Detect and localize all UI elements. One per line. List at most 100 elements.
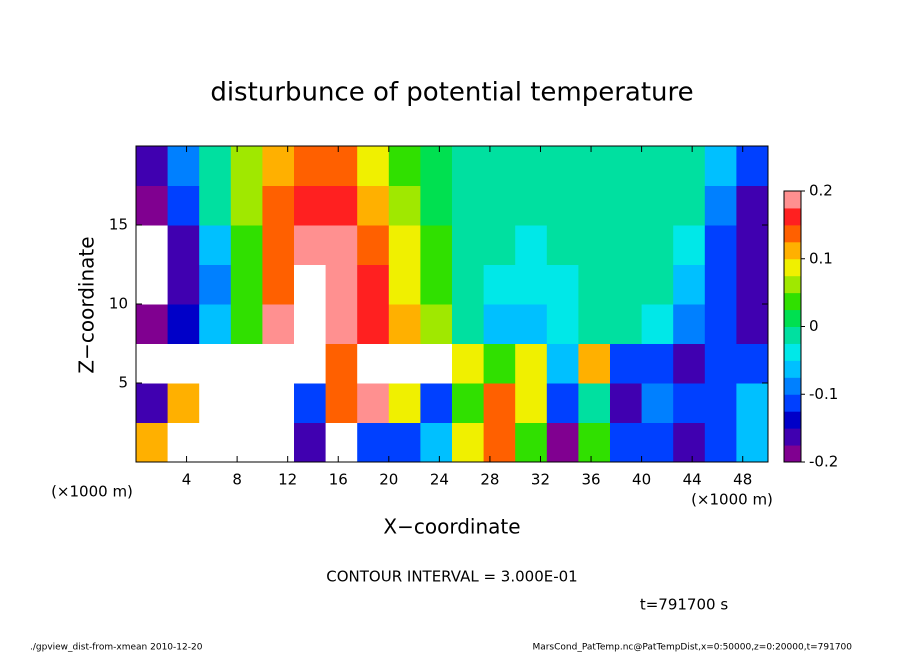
heat-cell xyxy=(388,422,421,463)
heat-cell xyxy=(610,343,643,384)
heat-cell xyxy=(483,304,516,344)
heat-cell xyxy=(262,304,295,344)
heat-cell xyxy=(167,264,200,305)
heat-cell xyxy=(136,225,169,265)
x-tick-label: 32 xyxy=(531,471,550,489)
heat-cell xyxy=(325,383,358,423)
y-unit: (×1000 m) xyxy=(51,483,133,501)
heat-cell xyxy=(546,343,579,384)
colorbar-band xyxy=(784,309,801,327)
x-tick-label: 12 xyxy=(278,471,297,489)
colorbar-band xyxy=(784,258,801,277)
heat-cell xyxy=(357,185,390,226)
heat-cell xyxy=(641,185,674,226)
heat-cell xyxy=(483,422,516,463)
y-tick-label: 10 xyxy=(109,295,128,313)
heat-cell xyxy=(578,383,611,423)
heat-cell xyxy=(673,383,706,423)
heat-cell xyxy=(452,304,485,344)
heat-cell xyxy=(641,304,674,344)
colorbar-band xyxy=(784,360,801,378)
heat-cell xyxy=(136,146,169,186)
heat-cell xyxy=(199,146,232,186)
heat-cell xyxy=(325,146,358,186)
colorbar-band xyxy=(784,428,801,446)
heat-cell xyxy=(546,146,579,186)
colorbar-tick-label: 0.1 xyxy=(809,249,833,267)
heat-cell xyxy=(294,304,327,344)
heat-cell xyxy=(167,146,200,186)
y-axis-label: Z−coordinate xyxy=(75,236,99,373)
heat-cell xyxy=(578,422,611,463)
x-tick-label: 4 xyxy=(182,471,192,489)
heat-cell xyxy=(641,383,674,423)
heat-cell xyxy=(420,383,453,423)
heat-cell xyxy=(641,422,674,463)
heat-cell xyxy=(452,422,485,463)
colorbar-tick-label: 0.2 xyxy=(809,182,833,200)
colorbar-band xyxy=(784,326,801,344)
heat-cell xyxy=(736,146,769,186)
heat-cell xyxy=(641,264,674,305)
colorbar-band xyxy=(784,343,801,361)
heat-cell xyxy=(230,146,263,186)
heat-cell xyxy=(610,264,643,305)
heat-cell xyxy=(420,343,453,384)
heat-cell xyxy=(704,343,737,384)
heat-cell xyxy=(736,422,769,463)
heat-cell xyxy=(578,225,611,265)
footer-left: ./gpview_dist-from-xmean 2010-12-20 xyxy=(30,643,203,653)
heat-cell xyxy=(578,304,611,344)
heat-cell xyxy=(167,383,200,423)
colorbar-band xyxy=(784,224,801,243)
heat-cell xyxy=(325,422,358,463)
heat-cell xyxy=(262,146,295,186)
heat-cell xyxy=(167,422,200,463)
heat-cell xyxy=(325,185,358,226)
colorbar-band xyxy=(784,292,801,311)
y-tick-label: 15 xyxy=(109,216,128,234)
heat-cell xyxy=(483,383,516,423)
chart-title: disturbunce of potential temperature xyxy=(210,78,693,108)
heat-cell xyxy=(704,422,737,463)
heat-cell xyxy=(420,185,453,226)
heat-cell xyxy=(546,185,579,226)
heat-cell xyxy=(230,304,263,344)
heat-cell xyxy=(641,146,674,186)
heat-cell xyxy=(483,225,516,265)
heat-cell xyxy=(230,422,263,463)
heat-cell xyxy=(610,185,643,226)
heat-cell xyxy=(736,383,769,423)
heat-cell xyxy=(262,383,295,423)
x-tick-label: 24 xyxy=(430,471,449,489)
heat-cell xyxy=(199,185,232,226)
x-tick-label: 8 xyxy=(232,471,242,489)
x-tick-label: 48 xyxy=(733,471,752,489)
heat-cell xyxy=(673,146,706,186)
colorbar-band xyxy=(784,394,801,412)
heat-cell xyxy=(230,264,263,305)
x-tick-label: 40 xyxy=(632,471,651,489)
heat-cell xyxy=(673,343,706,384)
heat-cell xyxy=(546,383,579,423)
heat-cell xyxy=(357,343,390,384)
heat-cell xyxy=(704,225,737,265)
heat-cell xyxy=(610,146,643,186)
heat-cell xyxy=(515,146,548,186)
colorbar-band xyxy=(784,191,801,209)
heat-cell xyxy=(294,185,327,226)
heat-cell xyxy=(546,225,579,265)
heat-cell xyxy=(199,383,232,423)
heat-cell xyxy=(357,304,390,344)
colorbar-tick-label: 0 xyxy=(809,317,819,335)
heat-cell xyxy=(294,343,327,384)
heat-cell xyxy=(420,264,453,305)
heat-cell xyxy=(673,264,706,305)
heat-cell xyxy=(136,185,169,226)
heat-cell xyxy=(515,422,548,463)
colorbar-band xyxy=(784,377,801,395)
heat-cell xyxy=(230,343,263,384)
x-tick-label: 20 xyxy=(379,471,398,489)
heat-cell xyxy=(610,383,643,423)
heat-cell xyxy=(136,304,169,344)
